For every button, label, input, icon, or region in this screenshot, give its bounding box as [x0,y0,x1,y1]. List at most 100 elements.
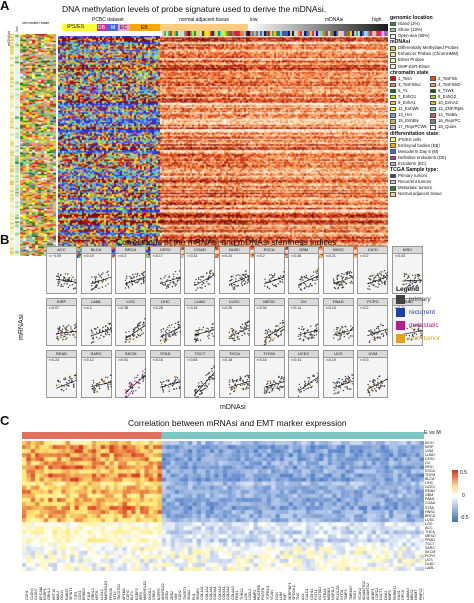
column-label: FBN1 [235,590,240,600]
column-label: GRHL2 [47,588,52,600]
legend-label: Island (2%) [398,21,420,26]
column-label: ADAMTS2 [366,583,371,600]
facet-correlation: r=0.38 [118,306,129,310]
legend-label: Definitive endoderm (DE) [398,154,447,160]
m-label: M [111,25,116,31]
facet-title: TGCT [185,351,215,358]
facet-kich: KICH r=0.2 [357,246,390,295]
facet-scatter [289,259,321,295]
row-label: ESCA [425,468,435,473]
row-label: TGCT [425,542,435,547]
facet-title: PCPG [358,299,388,306]
row-label: READ [425,489,435,494]
column-label: DCN [274,592,279,600]
facet-correlation: r=0.23 [49,358,60,362]
emt-category-bar [22,432,424,439]
facet-correlation: r=0.65 [187,358,198,362]
column-label: ERBB3 [82,588,87,600]
facet-paad: PAAD r=0.15 [322,298,355,347]
facet-scatter [254,311,286,347]
legend-item: 7_EnhG1 [390,94,430,100]
row-label: UCEC [425,485,436,490]
facet-hnsc: HNSC r=0.21 [322,246,355,295]
legend-swatch [390,94,396,100]
legend-label: 6_TxWk [438,87,454,93]
facet-correlation: r=0.19 [83,254,94,258]
legend-item: recurrent [396,306,472,319]
facet-scatter [116,363,148,399]
correlation-heatmap [22,441,424,571]
legend-swatch [390,155,396,161]
facet-lihc: LIHC r=0.28 [149,298,182,347]
column-label: NNMT [414,589,419,600]
row-label: GBM [425,493,434,498]
facet-title: HNSC [323,247,353,254]
legend-label: 4_TssFlnkD [438,81,461,87]
legend-item: Island (2%) [390,21,474,27]
facet-title: KIRC [393,247,422,254]
scale-min-label: -0.5 [460,515,469,521]
row-label: LUAD [425,452,435,457]
facet-sarc: SARC r=0.12 [80,350,113,399]
legend-item: 1_TssA [390,76,430,82]
legend-label: Mesoderm Day 5 (M) [398,148,439,154]
facet-scatter [358,363,390,399]
legend-swatch [390,161,396,167]
row-label: OV [425,460,431,465]
facet-correlation: r=0.12 [83,358,94,362]
ec-label: EC [120,25,127,31]
column-label: MARVELD3 [104,580,109,600]
legend-item: 11_EnhWk [390,106,430,112]
legend-swatch [430,88,436,94]
low-label: low [250,17,258,23]
facet-skcm: SKCM r=0.51 [115,350,148,399]
legend-swatch [430,119,436,124]
legend-label: 8_EnhG2 [438,93,457,99]
normal-bar [160,24,248,31]
legend-label: DMP-EnR-Elmer [398,63,430,69]
legend-item: 12_ZNF/Rpts [430,106,472,112]
facet-correlation: r=0.51 [118,358,129,362]
legend-item: Primary tumors [390,173,474,179]
column-label: BSPRY [156,587,161,600]
legend-swatch [390,88,396,94]
methylation-heatmap [58,36,388,258]
panel-b-legend: Legend primary recurrent metastatic non–tum… [396,286,472,345]
legend-swatch [390,82,396,88]
legend-label: 13_Het [398,112,412,118]
facet-correlation: r=0.18 [222,358,233,362]
column-label: POSTN [261,587,266,600]
legend-item: metastatic [396,319,472,332]
column-label: THBS2 [239,588,244,600]
facet-lusc: LUSC r=0.25 [219,298,251,347]
legend-swatch [396,321,405,330]
e-vs-m-label: E vs M [424,430,441,436]
facet-stad: STAD r=0.16 [149,350,182,399]
facet-correlation: r=0.16 [187,306,198,310]
legend-item: primary [396,293,472,306]
legend-item: 16_ReprPC [430,118,472,124]
column-label: EMP3 [388,590,393,600]
legend-label: Elmer Probes [398,57,425,63]
row-label: CESC [425,456,435,461]
legend-swatch [430,94,436,100]
legend-item: 9_EnhA1 [390,100,430,106]
legend-label: Open-sea (85%) [398,33,430,39]
facet-title: MESO [254,299,284,306]
row-label: LGG [425,521,433,526]
facet-scatter [47,259,78,295]
m-bar [108,24,118,31]
facet-scatter [81,311,113,347]
legend-item: Shore (13%) [390,27,474,33]
facet-luad: LUAD r=0.16 [184,298,217,347]
legend-swatch [390,21,396,27]
legend-swatch [390,125,396,130]
row-label: PCPG [425,554,436,559]
legend-label: Differentially Methylated Probes [398,45,459,51]
legend-item: Enhancer Probes (ChromHMM) [390,51,474,57]
ec-bar [118,24,130,31]
mdnasi-gradient-bar [248,24,388,31]
normal-adjacent-label: normal adjacent tissue [179,17,230,23]
facet-title: READ [47,351,76,358]
facet-correlation: r=0.19 [325,358,336,362]
